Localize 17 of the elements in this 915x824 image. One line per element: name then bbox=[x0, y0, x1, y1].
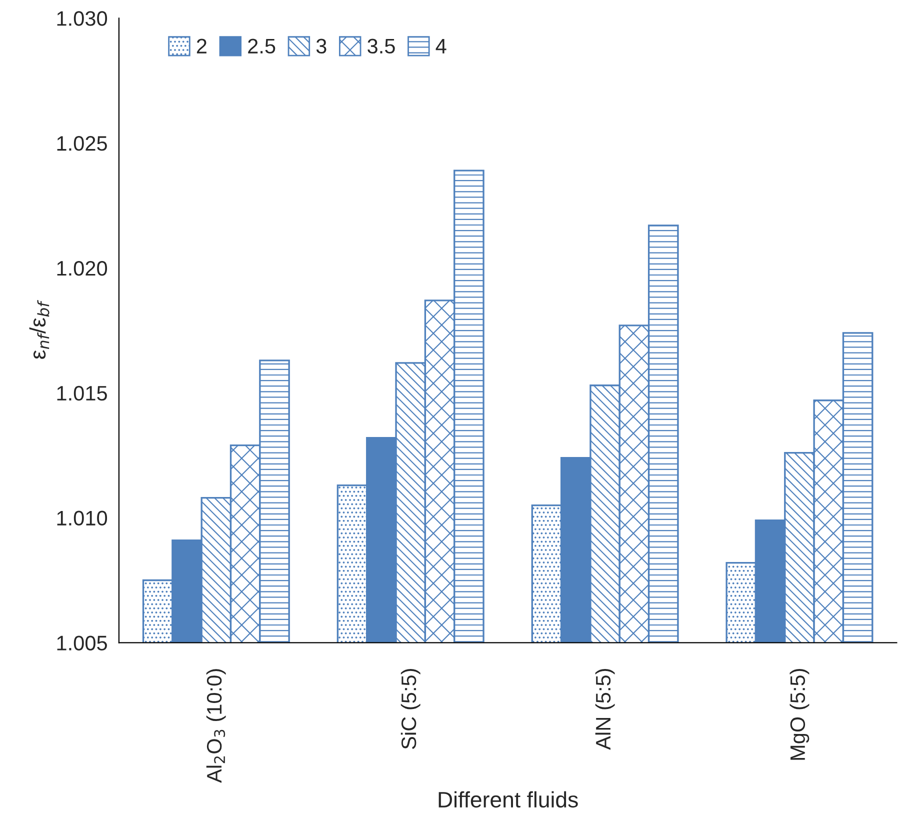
y-tick-label: 1.015 bbox=[57, 386, 107, 401]
y-tick-label: 1.025 bbox=[57, 136, 107, 151]
x-axis-title: Different fluids bbox=[438, 791, 578, 808]
x-tick-label: MgO (5:5) bbox=[790, 669, 810, 760]
legend-label: 2 bbox=[196, 38, 206, 54]
legend-label: 2.5 bbox=[248, 38, 276, 54]
x-tick-label: AlN (5:5) bbox=[595, 669, 615, 750]
legend-label: 3.5 bbox=[368, 38, 395, 54]
y-tick-label: 1.010 bbox=[57, 510, 108, 526]
x-tick-label: SiC (5:5) bbox=[400, 669, 420, 749]
y-tick-label: 1.020 bbox=[57, 260, 108, 276]
legend-label: 3 bbox=[316, 38, 326, 54]
y-tick-label: 1.030 bbox=[57, 11, 108, 26]
y-axis-title: ε$_{nf}$/ε$_{bf}$ bbox=[29, 300, 50, 359]
legend-label: 4 bbox=[436, 39, 446, 54]
y-tick-label: 1.005 bbox=[57, 636, 107, 650]
x-tick-label: Al$_{2}$O$_{3}$ (10:0) bbox=[206, 669, 226, 783]
